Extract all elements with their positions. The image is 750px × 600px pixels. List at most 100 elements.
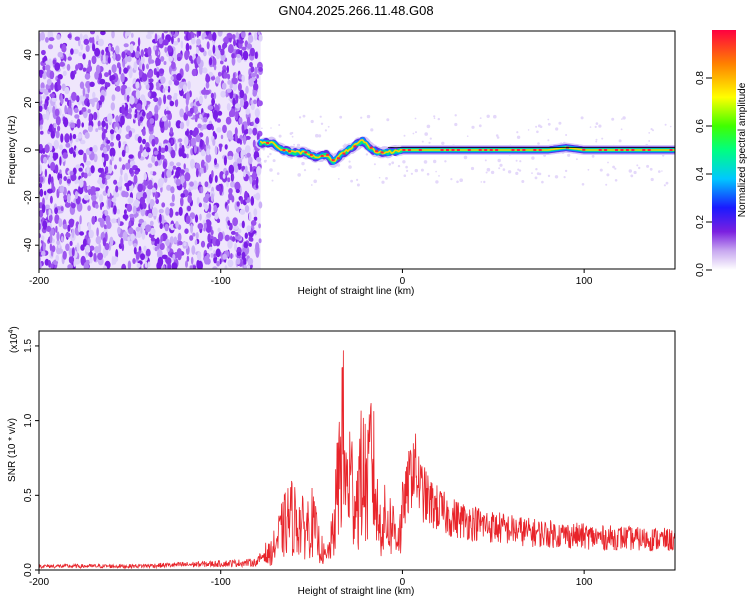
noise-speckle xyxy=(199,138,203,148)
noise-speckle xyxy=(68,146,74,155)
noise-speckle xyxy=(227,220,231,226)
faint-speckle xyxy=(518,169,522,172)
noise-speckle xyxy=(198,202,202,208)
faint-speckle xyxy=(646,164,650,168)
noise-speckle xyxy=(213,256,218,264)
noise-speckle xyxy=(101,49,105,56)
noise-speckle xyxy=(214,158,217,166)
noise-speckle xyxy=(206,148,211,156)
noise-speckle xyxy=(98,177,102,181)
noise-speckle xyxy=(206,123,213,131)
faint-speckle xyxy=(499,163,503,167)
noise-speckle xyxy=(248,236,252,242)
noise-speckle xyxy=(242,50,249,61)
noise-speckle xyxy=(39,143,43,151)
noise-speckle xyxy=(167,85,171,93)
noise-speckle xyxy=(160,147,166,154)
noise-speckle xyxy=(114,126,119,133)
noise-speckle xyxy=(61,83,66,90)
noise-speckle xyxy=(104,209,108,216)
noise-speckle xyxy=(163,31,169,34)
faint-speckle xyxy=(405,165,408,169)
noise-speckle xyxy=(156,66,160,72)
faint-speckle xyxy=(649,167,653,171)
noise-speckle xyxy=(101,157,105,163)
noise-speckle xyxy=(125,146,130,154)
noise-speckle xyxy=(258,34,263,42)
noise-speckle xyxy=(122,58,126,68)
noise-speckle xyxy=(94,203,99,209)
noise-speckle xyxy=(124,162,131,170)
noise-speckle xyxy=(117,217,121,226)
ridge-core xyxy=(456,149,460,151)
noise-speckle xyxy=(246,43,253,49)
noise-speckle xyxy=(90,31,95,35)
noise-speckle xyxy=(85,44,90,53)
noise-speckle xyxy=(186,153,189,159)
noise-speckle xyxy=(168,79,172,86)
ridge-core xyxy=(304,151,308,154)
noise-speckle xyxy=(187,80,192,90)
noise-speckle xyxy=(60,206,64,212)
noise-speckle xyxy=(103,224,107,230)
noise-speckle xyxy=(234,103,241,109)
noise-speckle xyxy=(88,113,93,122)
noise-speckle xyxy=(186,118,190,127)
noise-speckle xyxy=(45,37,49,43)
ridge-core xyxy=(418,149,422,151)
faint-speckle xyxy=(502,168,506,171)
noise-speckle xyxy=(97,120,101,128)
snr-y-tick-label: 0.5 xyxy=(23,488,34,502)
noise-speckle xyxy=(134,113,138,119)
faint-speckle xyxy=(378,176,381,179)
noise-speckle xyxy=(172,253,176,260)
noise-speckle xyxy=(209,57,213,66)
faint-speckle xyxy=(433,115,436,118)
noise-speckle xyxy=(72,167,77,175)
noise-speckle xyxy=(220,48,225,56)
noise-speckle xyxy=(177,56,182,62)
noise-speckle xyxy=(76,118,81,129)
noise-speckle xyxy=(102,237,107,247)
noise-speckle xyxy=(196,55,201,65)
faint-speckle xyxy=(589,126,592,128)
faint-speckle xyxy=(381,180,385,184)
noise-speckle xyxy=(244,165,248,173)
noise-speckle xyxy=(46,225,52,232)
noise-speckle xyxy=(61,45,67,53)
noise-speckle xyxy=(64,105,68,115)
noise-speckle xyxy=(84,73,91,80)
faint-speckle xyxy=(291,131,294,135)
faint-speckle xyxy=(652,129,654,132)
noise-speckle xyxy=(125,125,131,133)
noise-speckle xyxy=(139,196,146,205)
ridge-core xyxy=(446,149,449,151)
noise-speckle xyxy=(121,51,126,59)
noise-speckle xyxy=(245,85,249,94)
noise-speckle xyxy=(39,113,43,121)
noise-speckle xyxy=(91,55,97,65)
noise-speckle xyxy=(207,233,212,244)
noise-speckle xyxy=(222,173,226,179)
noise-speckle xyxy=(133,61,138,71)
faint-speckle xyxy=(320,122,324,126)
noise-speckle xyxy=(255,242,260,252)
ridge-core xyxy=(467,149,471,151)
noise-speckle xyxy=(175,211,179,216)
noise-speckle xyxy=(228,188,233,194)
ridge-core xyxy=(647,149,651,151)
noise-speckle xyxy=(88,59,91,66)
noise-speckle xyxy=(105,215,111,225)
noise-speckle xyxy=(102,265,108,269)
noise-speckle xyxy=(212,31,217,42)
noise-speckle xyxy=(146,194,151,204)
noise-speckle xyxy=(150,170,153,175)
noise-speckle xyxy=(101,120,106,128)
noise-speckle xyxy=(149,59,155,64)
noise-speckle xyxy=(257,31,261,36)
noise-speckle xyxy=(159,242,165,251)
faint-speckle xyxy=(605,183,608,186)
noise-speckle xyxy=(49,151,53,159)
noise-speckle xyxy=(224,144,228,150)
noise-speckle xyxy=(177,232,182,242)
